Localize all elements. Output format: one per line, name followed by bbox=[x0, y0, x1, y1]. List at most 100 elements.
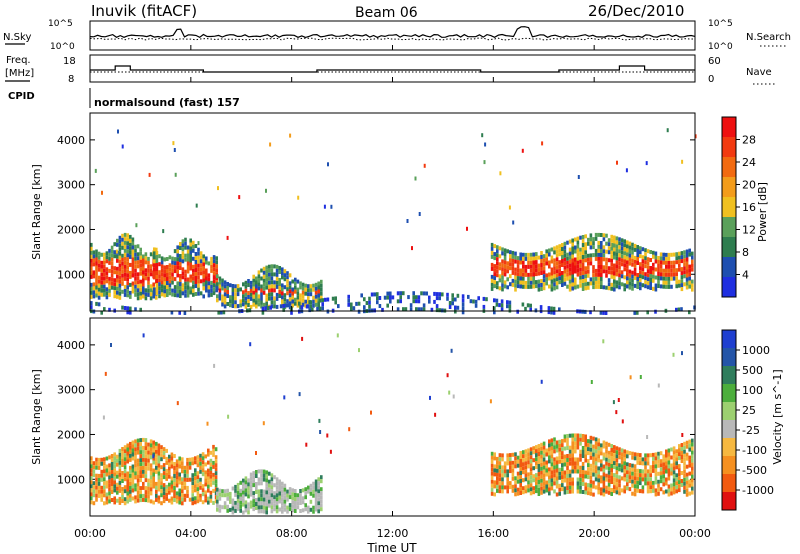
range-gate-cell bbox=[192, 292, 195, 297]
range-gate-cell bbox=[317, 293, 320, 298]
range-gate-cell bbox=[542, 485, 546, 490]
range-gate-cell bbox=[131, 269, 135, 274]
range-gate-cell bbox=[600, 281, 603, 285]
range-gate-cell bbox=[113, 294, 116, 299]
range-gate-cell bbox=[307, 509, 310, 514]
range-gate-cell bbox=[587, 439, 590, 444]
range-gate-cell bbox=[662, 272, 665, 277]
y-tick-label: 2000 bbox=[57, 428, 85, 441]
range-gate-cell bbox=[257, 481, 261, 486]
range-gate-cell bbox=[173, 494, 176, 498]
range-gate-cell bbox=[537, 480, 541, 484]
range-gate-cell bbox=[602, 249, 606, 254]
range-gate-cell bbox=[571, 262, 574, 267]
range-gate-cell bbox=[226, 488, 229, 493]
range-gate-cell bbox=[550, 446, 554, 451]
range-gate-cell bbox=[212, 271, 216, 276]
scatter-point bbox=[121, 144, 124, 149]
range-gate-cell bbox=[607, 462, 611, 467]
range-gate-cell bbox=[631, 471, 634, 476]
range-gate-cell bbox=[181, 239, 185, 244]
range-gate-cell bbox=[92, 294, 96, 299]
range-gate-cell bbox=[162, 491, 166, 496]
range-gate-cell bbox=[118, 279, 122, 284]
range-gate-cell bbox=[270, 485, 274, 490]
range-gate-cell bbox=[581, 446, 585, 450]
range-gate-cell bbox=[678, 476, 681, 481]
range-gate-cell bbox=[268, 288, 271, 293]
range-gate-cell bbox=[100, 268, 103, 273]
scatter-point bbox=[238, 195, 241, 200]
range-gate-cell bbox=[553, 274, 556, 279]
range-gate-cell bbox=[247, 502, 250, 507]
range-gate-cell bbox=[207, 484, 210, 489]
range-gate-cell bbox=[527, 260, 530, 265]
range-gate-cell bbox=[628, 479, 632, 484]
range-gate-cell bbox=[576, 481, 580, 486]
range-gate-cell bbox=[270, 280, 274, 285]
colorbar-tick-label: 20 bbox=[742, 179, 756, 192]
range-gate-cell bbox=[514, 267, 517, 272]
range-gate-cell bbox=[509, 274, 512, 279]
range-gate-cell bbox=[214, 467, 218, 472]
range-gate-cell bbox=[142, 497, 145, 502]
range-gate-cell bbox=[97, 457, 101, 462]
range-gate-cell bbox=[288, 503, 292, 508]
range-gate-cell bbox=[376, 300, 379, 305]
range-gate-cell bbox=[581, 263, 585, 267]
range-gate-cell bbox=[317, 489, 320, 494]
range-gate-cell bbox=[131, 456, 135, 461]
range-gate-cell bbox=[142, 290, 145, 295]
range-gate-cell bbox=[691, 490, 694, 495]
scatter-point bbox=[448, 390, 451, 395]
range-gate-cell bbox=[296, 287, 300, 292]
range-gate-cell bbox=[654, 309, 657, 314]
range-gate-cell bbox=[291, 504, 294, 509]
range-gate-cell bbox=[194, 256, 198, 260]
range-gate-cell bbox=[490, 451, 494, 456]
range-gate-cell bbox=[244, 484, 248, 489]
range-gate-cell bbox=[672, 478, 676, 483]
range-gate-cell bbox=[597, 454, 600, 459]
range-gate-cell bbox=[214, 463, 218, 468]
range-gate-cell bbox=[321, 306, 324, 311]
range-gate-cell bbox=[659, 467, 663, 472]
range-gate-cell bbox=[95, 457, 98, 462]
range-gate-cell bbox=[162, 483, 166, 488]
range-gate-cell bbox=[496, 484, 499, 489]
range-gate-cell bbox=[216, 507, 219, 512]
range-gate-cell bbox=[615, 446, 619, 451]
range-gate-cell bbox=[584, 474, 587, 479]
range-gate-cell bbox=[252, 471, 255, 476]
range-gate-cell bbox=[121, 289, 124, 294]
range-gate-cell bbox=[294, 285, 297, 290]
range-gate-cell bbox=[136, 450, 140, 455]
range-gate-cell bbox=[265, 502, 268, 507]
range-gate-cell bbox=[522, 466, 525, 471]
colorbar-swatch bbox=[722, 348, 736, 366]
range-gate-cell bbox=[204, 478, 207, 483]
range-gate-cell bbox=[194, 260, 198, 264]
range-gate-cell bbox=[456, 305, 460, 310]
range-gate-cell bbox=[503, 264, 507, 269]
range-gate-cell bbox=[296, 295, 300, 300]
range-gate-cell bbox=[654, 275, 658, 280]
range-gate-cell bbox=[685, 273, 689, 278]
range-gate-cell bbox=[594, 477, 598, 482]
range-gate-cell bbox=[134, 439, 137, 444]
range-gate-cell bbox=[576, 272, 580, 277]
range-gate-cell bbox=[129, 254, 132, 259]
range-gate-cell bbox=[144, 470, 148, 475]
range-gate-cell bbox=[92, 489, 96, 494]
range-gate-cell bbox=[594, 473, 598, 478]
range-gate-cell bbox=[281, 489, 284, 494]
range-gate-cell bbox=[659, 260, 663, 265]
range-gate-cell bbox=[317, 481, 320, 486]
range-gate-cell bbox=[252, 286, 255, 291]
range-gate-cell bbox=[589, 310, 592, 315]
range-gate-cell bbox=[594, 457, 598, 462]
range-gate-cell bbox=[136, 482, 140, 487]
range-gate-cell bbox=[220, 310, 223, 315]
range-gate-cell bbox=[566, 470, 569, 474]
range-gate-cell bbox=[527, 456, 530, 461]
